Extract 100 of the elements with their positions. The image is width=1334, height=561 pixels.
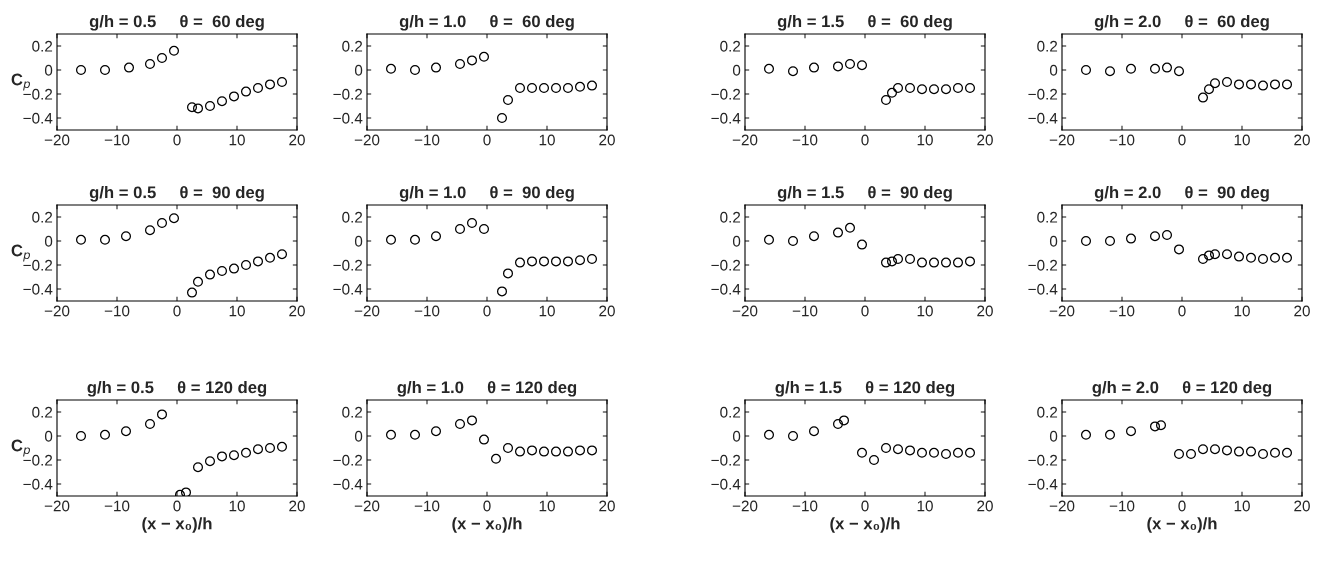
x-tick-label: −20: [44, 500, 70, 512]
x-tick-label: 10: [229, 134, 245, 146]
y-tick-label: 0.2: [720, 211, 741, 223]
x-tick-label: 20: [599, 305, 615, 317]
y-tick-label: 0.2: [32, 406, 53, 418]
x-tick-label: 20: [1294, 134, 1310, 146]
x-tick-label: 20: [289, 305, 305, 317]
x-tick-label: 20: [1294, 305, 1310, 317]
x-tick-label: 0: [483, 305, 491, 317]
x-tick-label: 20: [289, 500, 305, 512]
y-tick-label: 0: [1049, 235, 1058, 247]
y-tick-label: −0.4: [1028, 112, 1058, 124]
x-tick-label: −10: [414, 134, 440, 146]
x-tick-label: 0: [483, 134, 491, 146]
y-tick-label: −0.2: [711, 88, 741, 100]
y-tick-label: 0.2: [32, 40, 53, 52]
x-tick-label: 10: [229, 500, 245, 512]
y-tick-label: 0: [1049, 64, 1058, 76]
y-tick-label: −0.4: [333, 478, 363, 490]
x-tick-label: 10: [917, 305, 933, 317]
x-tick-label: −20: [44, 134, 70, 146]
y-tick-label: 0.2: [720, 406, 741, 418]
y-tick-label: −0.4: [23, 478, 53, 490]
y-tick-label: 0: [354, 235, 363, 247]
y-tick-label: 0.2: [1037, 211, 1058, 223]
x-tick-label: −10: [792, 305, 818, 317]
x-tick-label: −10: [104, 500, 130, 512]
x-tick-label: −20: [1049, 500, 1075, 512]
chart-title: g/h = 2.0 θ = 60 deg: [1094, 14, 1269, 31]
y-tick-label: 0.2: [342, 40, 363, 52]
chart-title: g/h = 1.5 θ = 120 deg: [775, 380, 955, 397]
y-tick-label: −0.4: [333, 283, 363, 295]
y-tick-label: 0: [44, 235, 53, 247]
x-tick-label: −10: [414, 305, 440, 317]
x-tick-label: −10: [414, 500, 440, 512]
x-tick-label: 0: [1178, 500, 1186, 512]
y-tick-label: 0: [732, 430, 741, 442]
x-axis-title: (x − x₀)/h: [142, 517, 212, 533]
y-tick-label: 0.2: [342, 406, 363, 418]
x-tick-label: −20: [44, 305, 70, 317]
chart-title: g/h = 0.5 θ = 90 deg: [89, 185, 264, 202]
x-tick-label: 0: [861, 500, 869, 512]
y-tick-label: 0.2: [1037, 40, 1058, 52]
y-tick-label: 0: [732, 64, 741, 76]
x-tick-label: −20: [354, 305, 380, 317]
chart-title: g/h = 2.0 θ = 90 deg: [1094, 185, 1269, 202]
chart-title: g/h = 0.5 θ = 120 deg: [87, 380, 267, 397]
y-tick-label: 0: [354, 64, 363, 76]
chart-title: g/h = 1.0 θ = 120 deg: [397, 380, 577, 397]
x-tick-label: 20: [977, 134, 993, 146]
x-tick-label: 20: [599, 500, 615, 512]
y-tick-label: −0.4: [23, 112, 53, 124]
y-tick-label: −0.2: [333, 454, 363, 466]
x-tick-label: 10: [917, 500, 933, 512]
x-tick-label: −10: [1109, 305, 1135, 317]
x-tick-label: −20: [732, 500, 758, 512]
y-tick-label: −0.4: [23, 283, 53, 295]
y-tick-label: 0.2: [1037, 406, 1058, 418]
y-tick-label: −0.2: [711, 454, 741, 466]
x-tick-label: 0: [1178, 134, 1186, 146]
x-tick-label: −20: [1049, 134, 1075, 146]
y-tick-label: 0: [44, 430, 53, 442]
chart-title: g/h = 1.0 θ = 90 deg: [399, 185, 574, 202]
x-tick-label: 10: [917, 134, 933, 146]
x-tick-label: −20: [732, 305, 758, 317]
chart-title: g/h = 1.5 θ = 90 deg: [777, 185, 952, 202]
x-tick-label: 20: [289, 134, 305, 146]
x-tick-label: 0: [861, 134, 869, 146]
y-tick-label: −0.2: [333, 88, 363, 100]
x-tick-label: 10: [539, 305, 555, 317]
chart-title: g/h = 2.0 θ = 120 deg: [1092, 380, 1272, 397]
y-tick-label: −0.2: [1028, 259, 1058, 271]
x-tick-label: 10: [539, 500, 555, 512]
x-tick-label: −20: [354, 500, 380, 512]
y-tick-label: −0.4: [1028, 283, 1058, 295]
x-tick-label: 0: [1178, 305, 1186, 317]
y-tick-label: −0.4: [711, 112, 741, 124]
chart-title: g/h = 1.5 θ = 60 deg: [777, 14, 952, 31]
y-tick-label: −0.2: [333, 259, 363, 271]
x-tick-label: 0: [861, 305, 869, 317]
y-tick-label: −0.4: [711, 478, 741, 490]
x-axis-title: (x − x₀)/h: [1147, 517, 1217, 533]
y-tick-label: −0.2: [1028, 454, 1058, 466]
x-tick-label: 0: [173, 500, 181, 512]
x-tick-label: 0: [173, 134, 181, 146]
y-tick-label: 0.2: [720, 40, 741, 52]
chart-title: g/h = 0.5 θ = 60 deg: [89, 14, 264, 31]
y-tick-label: −0.4: [333, 112, 363, 124]
x-tick-label: 10: [229, 305, 245, 317]
y-tick-label: −0.4: [711, 283, 741, 295]
y-tick-label: −0.2: [1028, 88, 1058, 100]
x-tick-label: −20: [354, 134, 380, 146]
x-tick-label: −10: [1109, 500, 1135, 512]
chart-title: g/h = 1.0 θ = 60 deg: [399, 14, 574, 31]
x-tick-label: −10: [1109, 134, 1135, 146]
x-tick-label: −10: [104, 134, 130, 146]
y-tick-label: 0: [1049, 430, 1058, 442]
x-tick-label: −10: [792, 500, 818, 512]
x-tick-label: 20: [599, 134, 615, 146]
y-tick-label: 0.2: [342, 211, 363, 223]
